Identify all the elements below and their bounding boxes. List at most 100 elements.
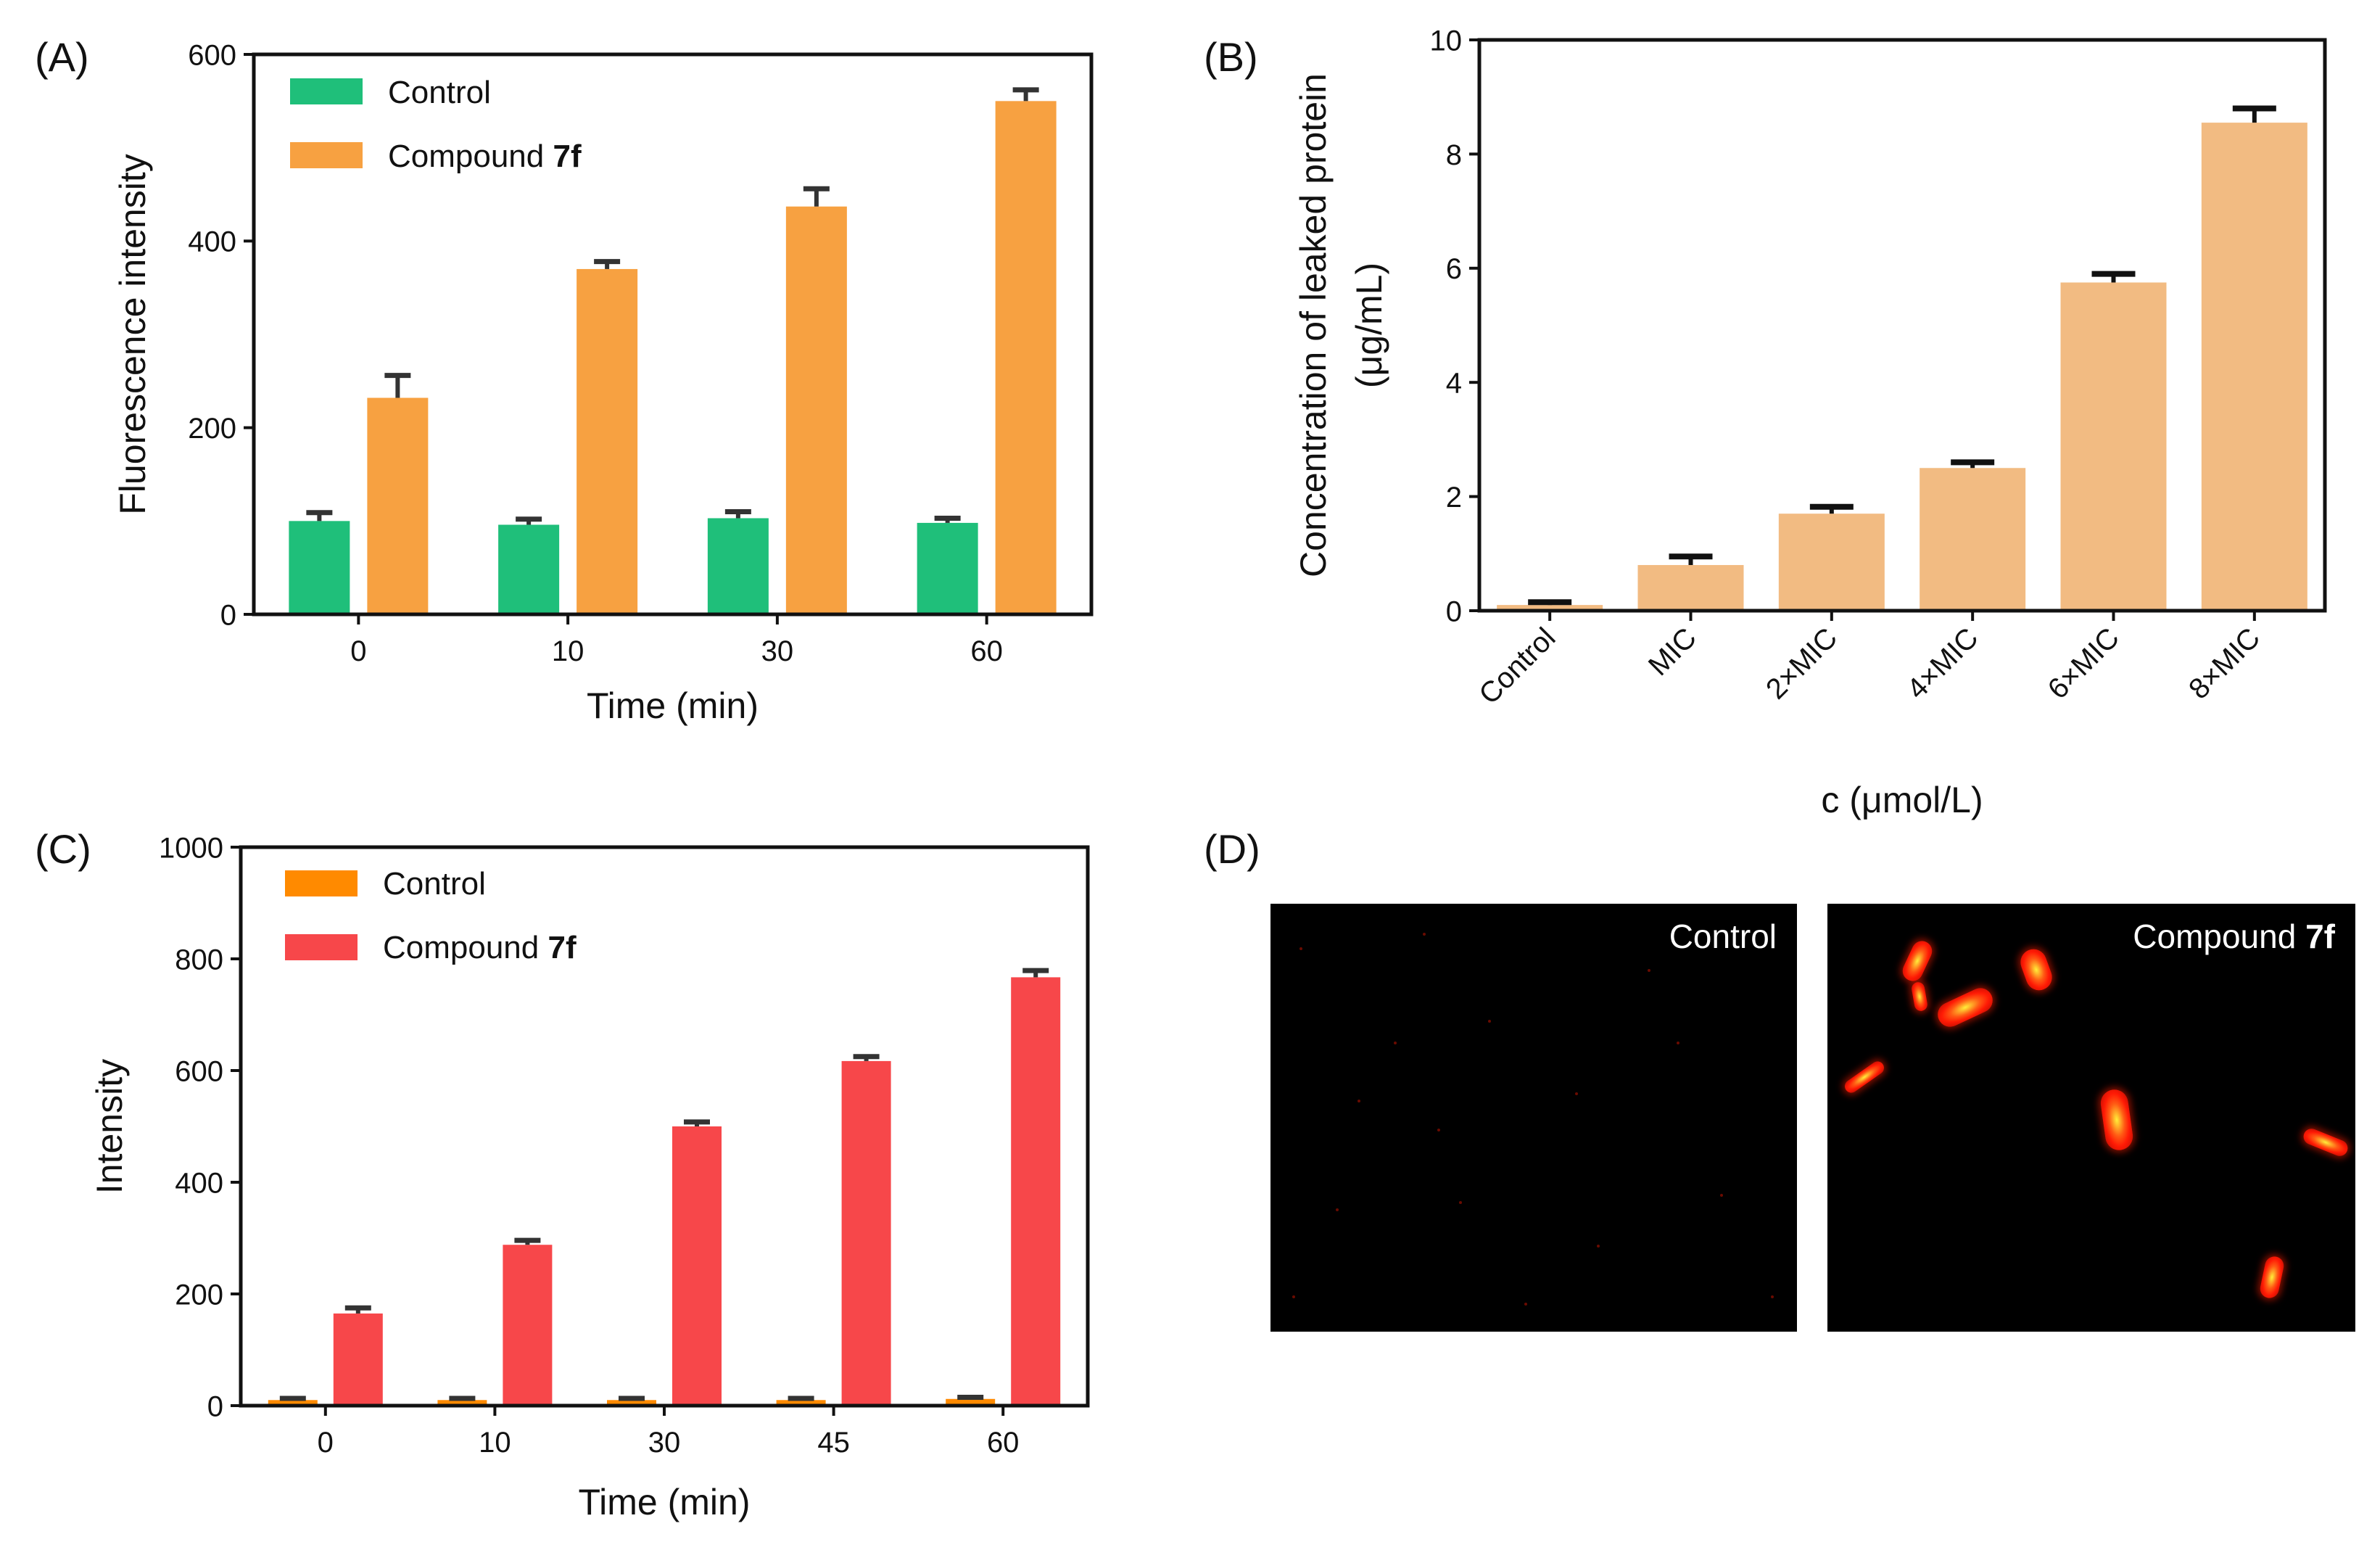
bacterium-cell <box>2301 1126 2350 1159</box>
bar <box>1920 468 2026 611</box>
legend-c-control-swatch <box>285 870 358 896</box>
legend-a-compound-swatch <box>290 142 363 168</box>
bar <box>577 268 638 614</box>
bacterium-cell <box>1899 937 1935 985</box>
bar <box>367 397 429 614</box>
panel-c-label: (C) <box>35 826 91 872</box>
y-tick-label: 0 <box>1446 595 1462 627</box>
x-tick-label: 60 <box>987 1427 1020 1459</box>
x-tick-label: 60 <box>970 635 1003 667</box>
speck <box>1771 1295 1774 1298</box>
chart-b: 0 2 4 6 8 10 Control MIC 2×MIC 4×MIC 6×MIC 8×MIC c (… <box>1293 25 2327 820</box>
bacterium-cell <box>2258 1254 2286 1300</box>
y-tick-label: 6 <box>1446 253 1462 285</box>
bar <box>917 522 978 614</box>
bar <box>776 1400 826 1406</box>
y-axis-title-line1: Concentration of leaked protein <box>1293 73 1334 577</box>
bar <box>498 524 560 614</box>
y-tick-label: 0 <box>220 599 236 631</box>
y-axis-title: Intensity <box>89 1059 130 1194</box>
micrograph-control: Control <box>1270 904 1797 1332</box>
micrograph-compound-label: Compound 7f <box>2133 918 2335 955</box>
bacterium-cell <box>1842 1058 1887 1096</box>
x-tick-label: 30 <box>648 1427 681 1459</box>
speck <box>1488 1020 1491 1023</box>
legend-a: Control Compound 7f <box>290 75 582 174</box>
x-tick-label: 8×MIC <box>2183 622 2266 705</box>
bacterium-cell <box>2017 945 2056 994</box>
speck <box>1648 969 1650 972</box>
y-tick-label: 8 <box>1446 139 1462 171</box>
bar <box>841 1060 891 1406</box>
bar <box>333 1313 383 1406</box>
y-tick-label: 4 <box>1446 368 1462 400</box>
y-tick-label: 600 <box>188 39 236 71</box>
speck <box>1459 1201 1462 1204</box>
bar <box>707 518 769 614</box>
x-tick-label: 6×MIC <box>2042 622 2125 705</box>
legend-a-control-swatch <box>290 78 363 104</box>
panel-a-label: (A) <box>35 34 89 80</box>
x-tick-label: 10 <box>552 635 584 667</box>
bar <box>672 1126 722 1406</box>
panel-b-label: (B) <box>1204 34 1258 80</box>
plot-frame <box>1477 38 2327 613</box>
speck <box>1358 1100 1360 1102</box>
y-tick-label: 2 <box>1446 482 1462 514</box>
y-tick-label: 0 <box>207 1390 223 1422</box>
bacterium-cell <box>1910 981 1929 1013</box>
x-tick-label: 0 <box>350 635 366 667</box>
speck <box>1394 1042 1397 1044</box>
bar <box>946 1398 996 1406</box>
legend-c-compound-label: Compound 7f <box>383 930 577 965</box>
speck <box>1336 1208 1339 1211</box>
y-tick-label: 600 <box>175 1055 223 1087</box>
x-tick-label: 10 <box>479 1427 511 1459</box>
bar <box>995 101 1057 615</box>
y-tick-label: 1000 <box>159 832 223 864</box>
y-tick-label: 10 <box>1430 25 1463 57</box>
chart-c: 0 200 400 600 800 1000 0 10 30 45 60 Time (min) Inte… <box>89 832 1090 1522</box>
plot-frame <box>239 845 1090 1408</box>
bar <box>437 1400 487 1406</box>
x-tick-label: 0 <box>318 1427 334 1459</box>
y-tick-label: 800 <box>175 944 223 976</box>
chart-a: 0 200 400 600 0 10 30 60 Time (min) Fluorescence … <box>112 39 1094 726</box>
bar <box>289 521 350 614</box>
bar <box>785 206 847 614</box>
bacterium-cell <box>2099 1087 2135 1153</box>
x-tick-label: 45 <box>817 1427 850 1459</box>
y-tick-label: 200 <box>188 413 236 445</box>
x-tick-label: 2×MIC <box>1760 622 1843 705</box>
speck <box>1677 1042 1679 1044</box>
bar <box>268 1400 318 1406</box>
bar <box>1778 514 1885 611</box>
x-axis-title: Time (min) <box>578 1482 750 1522</box>
speck <box>1300 947 1302 950</box>
speck <box>1597 1245 1600 1248</box>
y-axis-title: Fluorescence intensity <box>112 154 153 514</box>
speck <box>1292 1295 1295 1298</box>
y-tick-label: 400 <box>175 1167 223 1199</box>
legend-a-compound-label: Compound 7f <box>388 139 582 174</box>
micrograph-compound: Compound 7f <box>1827 904 2355 1332</box>
speck <box>1524 1303 1527 1306</box>
bar <box>1637 565 1744 611</box>
legend-c: Control Compound 7f <box>285 866 577 965</box>
x-axis-title: c (μmol/L) <box>1821 780 1983 820</box>
legend-a-control-label: Control <box>388 75 491 110</box>
speck <box>1437 1129 1440 1131</box>
bacterium-cell <box>1933 984 1997 1031</box>
x-tick-label: MIC <box>1643 622 1703 682</box>
speck <box>1575 1092 1578 1095</box>
y-tick-label: 200 <box>175 1279 223 1311</box>
legend-c-control-label: Control <box>383 866 486 902</box>
bar <box>2060 282 2167 611</box>
speck <box>1423 933 1426 936</box>
y-tick-label: 400 <box>188 226 236 258</box>
bar <box>607 1400 656 1406</box>
speck <box>1720 1194 1723 1197</box>
bar <box>503 1245 553 1406</box>
x-tick-label: 4×MIC <box>1901 622 1984 705</box>
